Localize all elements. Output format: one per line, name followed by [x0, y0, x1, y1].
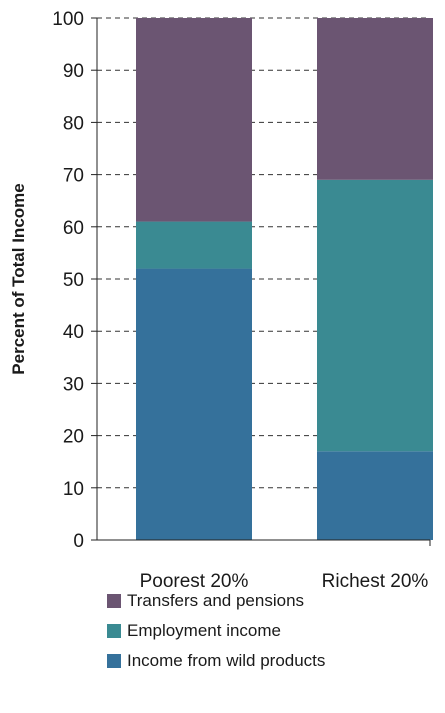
y-tick-labels: 0 10 20 30 40 50 60 70 80 90 100	[52, 9, 97, 552]
legend: Transfers and pensions Employment income…	[107, 590, 325, 680]
bar-segment-richest-series-0	[317, 451, 433, 540]
y-tick-label-50: 50	[63, 270, 84, 291]
y-axis-label: Percent of Total Income	[9, 183, 28, 374]
legend-swatch-wild-products	[107, 654, 121, 668]
y-tick-label-100: 100	[52, 9, 84, 30]
y-tick-label-20: 20	[63, 427, 84, 448]
legend-label-wild-products: Income from wild products	[127, 651, 326, 670]
legend-swatch-transfers	[107, 594, 121, 608]
y-tick-label-30: 30	[63, 374, 84, 395]
x-tick-labels: Poorest 20% Richest 20%	[140, 571, 429, 592]
y-tick-label-40: 40	[63, 322, 84, 343]
legend-label-transfers: Transfers and pensions	[127, 591, 305, 610]
bar-segment-richest-series-2	[317, 18, 433, 180]
y-tick-label-0: 0	[73, 531, 84, 552]
bar-segment-poorest-series-0	[136, 268, 252, 540]
x-tick-label-poorest: Poorest 20%	[140, 571, 249, 592]
bar-segment-richest-series-1	[317, 179, 433, 452]
y-tick-label-10: 10	[63, 479, 84, 500]
bar-segment-poorest-series-1	[136, 221, 252, 269]
y-tick-label-70: 70	[63, 166, 84, 187]
y-tick-label-60: 60	[63, 218, 84, 239]
legend-item-employment: Employment income	[107, 620, 325, 642]
legend-swatch-employment	[107, 624, 121, 638]
legend-item-wild-products: Income from wild products	[107, 650, 325, 672]
y-tick-label-80: 80	[63, 113, 84, 134]
x-tick-label-richest: Richest 20%	[322, 571, 429, 592]
legend-label-employment: Employment income	[127, 621, 282, 640]
y-tick-label-90: 90	[63, 61, 84, 82]
bar-segment-poorest-series-2	[136, 18, 252, 222]
bars	[136, 18, 433, 540]
legend-item-transfers: Transfers and pensions	[107, 590, 325, 612]
